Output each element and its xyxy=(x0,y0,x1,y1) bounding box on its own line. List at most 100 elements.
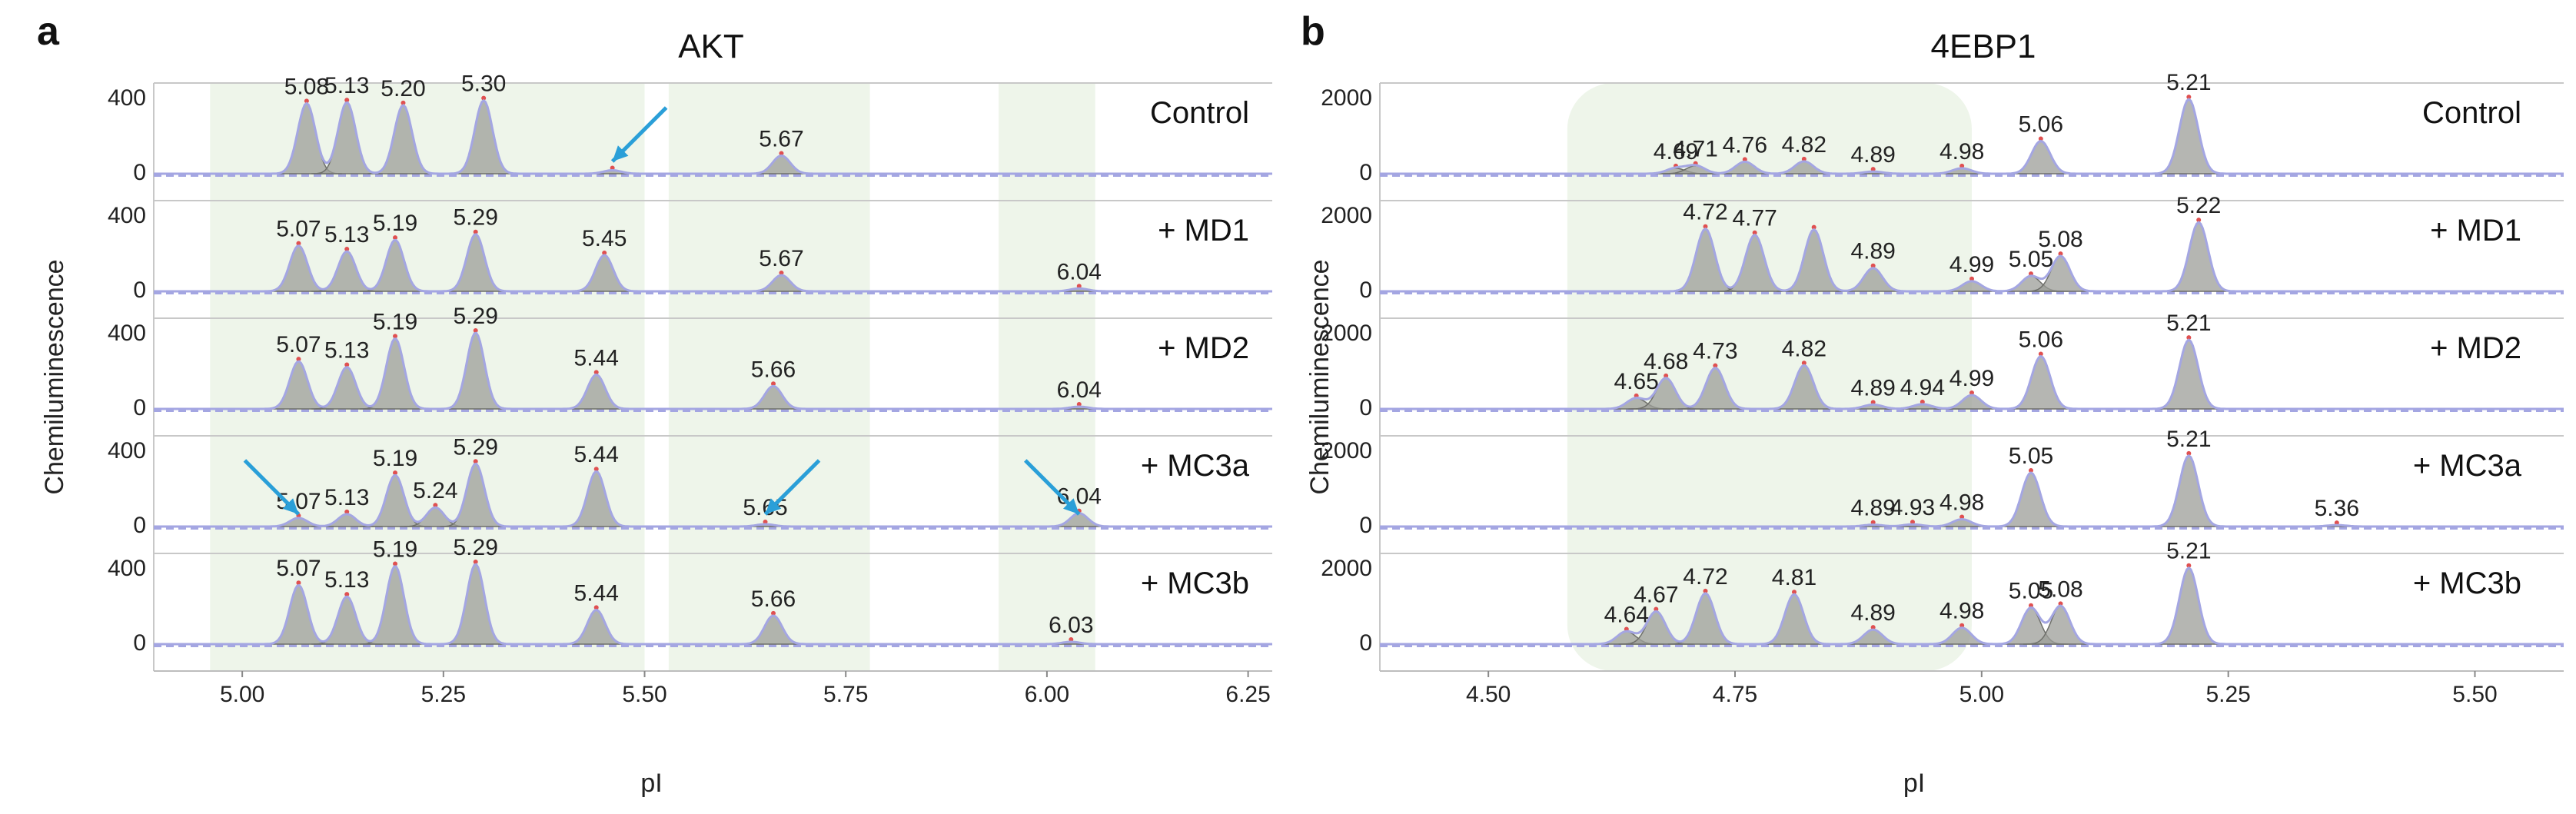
peak-marker xyxy=(304,98,309,104)
peak-marker xyxy=(2186,335,2192,341)
peak-marker xyxy=(344,98,350,103)
y-tick-label: 400 xyxy=(108,438,146,463)
condition-label: + MD2 xyxy=(1158,331,1249,365)
y-tick-label: 400 xyxy=(108,556,146,581)
trace-row: 2000 0 4.894.93 4.98 5.05 5.21 5.36 + MC3a xyxy=(1321,427,2564,553)
peak-label: 5.06 xyxy=(2019,327,2063,352)
peak xyxy=(2151,454,2227,527)
peak-label: 5.36 xyxy=(2315,496,2359,521)
peak-label: 4.73 xyxy=(1693,339,1737,364)
peak-label: 5.08 xyxy=(284,74,329,99)
peak-marker xyxy=(771,381,776,387)
peak-marker xyxy=(1703,224,1708,229)
x-tick-label: 6.25 xyxy=(1225,682,1270,707)
peak-marker xyxy=(401,100,406,105)
peak-marker xyxy=(473,560,478,564)
peak-marker xyxy=(1870,263,1876,268)
peak-label: 5.29 xyxy=(454,304,498,329)
peak-label: 6.04 xyxy=(1057,377,1102,403)
peak-label: 5.20 xyxy=(381,76,425,101)
peak-marker xyxy=(1801,156,1807,161)
peak-label: 5.19 xyxy=(373,309,417,334)
x-tick-label: 5.75 xyxy=(823,682,868,707)
peak-marker xyxy=(1742,157,1747,162)
peak-label: 4.89 xyxy=(1850,239,1895,264)
peak-label: 6.04 xyxy=(1057,259,1102,284)
y-tick-label: 0 xyxy=(133,395,146,420)
peak-label: 5.45 xyxy=(582,226,627,251)
x-tick-label: 5.50 xyxy=(622,682,666,707)
peak-label: 4.99 xyxy=(1949,366,1994,391)
peak-marker xyxy=(473,459,478,464)
peak-marker xyxy=(296,241,301,246)
x-tick-label: 5.00 xyxy=(1959,682,2004,707)
peak xyxy=(1993,472,2069,527)
peak-label: 5.29 xyxy=(454,535,498,560)
peak-marker xyxy=(1076,284,1082,289)
peak-label: 4.94 xyxy=(1900,375,1945,400)
peak-marker xyxy=(393,561,398,566)
arrow-head xyxy=(765,498,782,514)
peak-label: 5.29 xyxy=(454,205,498,231)
peak-marker xyxy=(1870,625,1876,630)
condition-label: + MD2 xyxy=(2430,331,2521,365)
peak-label: 5.44 xyxy=(574,442,619,467)
peak-label: 4.64 xyxy=(1604,602,1649,627)
peak-label: 4.71 xyxy=(1673,137,1717,162)
peak-marker xyxy=(1076,402,1082,407)
y-tick-label: 400 xyxy=(108,321,146,346)
peak-marker xyxy=(2038,136,2043,141)
peak-label: 5.08 xyxy=(2038,227,2082,252)
y-tick-label: 0 xyxy=(133,277,146,303)
peak-marker xyxy=(1870,400,1876,405)
peak-label: 4.72 xyxy=(1683,200,1727,225)
peak-label: 5.07 xyxy=(276,217,321,242)
peak-marker xyxy=(344,247,350,251)
peak-marker xyxy=(1959,163,1965,168)
peak-label: 4.93 xyxy=(1890,495,1935,520)
peak-marker xyxy=(2334,520,2339,526)
envelope-line xyxy=(154,462,1272,528)
y-tick-label: 2000 xyxy=(1321,438,1372,463)
envelope-line xyxy=(154,563,1272,646)
x-tick-label: 5.25 xyxy=(2205,682,2250,707)
peak-label: 4.82 xyxy=(1782,336,1826,361)
y-axis-label: Chemiluminescence xyxy=(1305,259,1335,494)
peak-label: 5.66 xyxy=(751,357,796,382)
peak-marker xyxy=(771,610,776,616)
peak-label: 5.21 xyxy=(2166,539,2211,564)
peak-marker xyxy=(610,165,615,171)
peak-label: 5.13 xyxy=(324,485,369,510)
envelope-line xyxy=(154,233,1272,293)
peak-marker xyxy=(473,229,478,234)
peak-label: 4.76 xyxy=(1723,132,1767,158)
y-tick-label: 0 xyxy=(1359,160,1372,185)
y-tick-label: 400 xyxy=(108,85,146,111)
trace-row: 400 0 5.07 5.135.19 5.29 5.44 5.66 6.03 + MC3b xyxy=(108,535,1272,671)
condition-label: + MC3a xyxy=(2413,449,2522,483)
peak-marker xyxy=(1969,276,1974,281)
peak-label: 5.06 xyxy=(2019,111,2063,137)
peak-label: 4.81 xyxy=(1772,565,1816,590)
peak-marker xyxy=(1910,520,1915,525)
peak-marker xyxy=(393,235,398,241)
peak-label: 5.13 xyxy=(324,338,369,364)
envelope-line xyxy=(1380,338,2564,410)
y-tick-label: 0 xyxy=(1359,630,1372,656)
peak-label: 4.68 xyxy=(1644,349,1688,374)
trace-row: 2000 0 4.72 4.77 4.89 4.99 5.055.08 5.22 + MD1 xyxy=(1321,193,2564,318)
peak-marker xyxy=(2058,251,2063,257)
peak xyxy=(2003,140,2079,174)
peak-label: 4.69 xyxy=(1654,139,1698,164)
x-tick-label: 5.50 xyxy=(2452,682,2497,707)
peak-label: 5.66 xyxy=(751,586,796,612)
peak-label: 5.05 xyxy=(2009,247,2053,272)
peak-label: 4.89 xyxy=(1850,496,1895,521)
peak-label: 5.29 xyxy=(454,434,498,460)
condition-label: Control xyxy=(1150,96,1249,130)
peak-marker xyxy=(593,467,599,472)
peak-label: 5.21 xyxy=(2166,427,2211,452)
y-tick-label: 0 xyxy=(1359,277,1372,303)
